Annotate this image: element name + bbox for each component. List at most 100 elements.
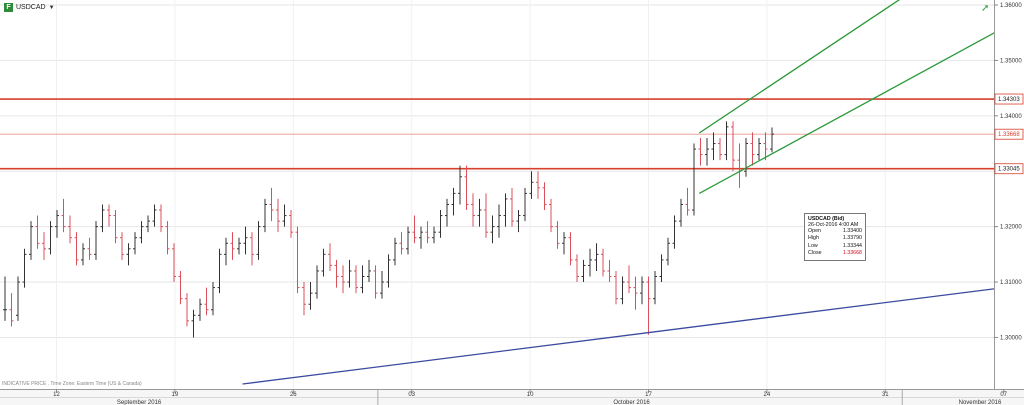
month-label: October 2016 (613, 400, 650, 405)
ohlc-bar (237, 237, 241, 255)
ohlc-bar (510, 187, 514, 227)
ohlc-bar (477, 198, 482, 227)
ohlc-bar (614, 270, 618, 305)
ohlc-bar (705, 137, 709, 166)
ohlc-bar (672, 215, 677, 249)
ohlc-bar (178, 270, 183, 305)
trend-up-arrow-icon[interactable]: ➚ (981, 3, 990, 14)
ohlc-bar (35, 215, 40, 249)
tooltip-row-low: Low 1.33344 (808, 243, 862, 250)
ohlc-bar (744, 137, 748, 177)
time-axis[interactable]: 12 19 26 03 10 17 24 31 07 September 2016 October … (0, 389, 1024, 405)
ohlc-bar (81, 243, 85, 266)
tooltip-row-close: Close 1.33668 (808, 250, 862, 257)
ohlc-bar (685, 187, 690, 216)
ohlc-bar (458, 165, 462, 205)
ohlc-bars (3, 121, 774, 338)
ohlc-bar (562, 232, 566, 255)
tooltip-value: 1.33668 (842, 250, 862, 257)
ohlc-bar (464, 165, 469, 211)
ohlc-bar (536, 171, 540, 199)
ohlc-bar (191, 309, 196, 338)
x-tick-label: 19 (172, 392, 179, 398)
ohlc-bar (679, 198, 683, 227)
price-axis[interactable]: 1.360001.350001.340001.330001.320001.310… (994, 0, 1024, 389)
tooltip-value: 1.33400 (842, 228, 862, 234)
ohlc-bar (68, 215, 72, 244)
ohlc-bar (302, 282, 306, 316)
tooltip-row-high: High 1.33790 (808, 235, 862, 242)
tooltip-label: Open (808, 228, 821, 234)
ohlc-bar (48, 221, 53, 255)
month-label: November 2016 (959, 400, 1002, 405)
y-tick-label: 1.36000 (1000, 3, 1022, 9)
ohlc-bar (289, 210, 293, 238)
ohlc-bar (692, 143, 696, 216)
ohlc-bar (250, 232, 254, 266)
ohlc-bar (172, 243, 176, 283)
ohlc-bar (204, 287, 209, 316)
ohlc-bar (263, 198, 267, 233)
ohlc-bar (438, 210, 443, 238)
ohlc-tooltip: USDCAD (Bid) 26-Oct-2016 4:00 AM Open 1.… (804, 213, 866, 261)
y-tick-label: 1.30000 (1000, 335, 1022, 341)
ohlc-bar (224, 237, 228, 266)
caret-down-icon[interactable]: ▼ (48, 4, 55, 11)
level-price-box (994, 93, 1024, 105)
ohlc-bar (542, 182, 547, 211)
ohlc-bar (451, 187, 456, 216)
ohlc-bar (581, 259, 586, 283)
ohlc-bar (29, 221, 33, 260)
ohlc-bar (763, 132, 768, 161)
ohlc-bar (718, 137, 722, 161)
ohlc-bar (555, 221, 560, 249)
ohlc-bar (406, 226, 410, 255)
ohlc-bar (432, 226, 436, 244)
x-tick-label: 12 (53, 392, 60, 398)
level-price-label: 1.34303 (998, 97, 1020, 103)
ohlc-bar (165, 221, 170, 255)
ohlc-bar (659, 254, 664, 283)
ohlc-bar (627, 265, 631, 294)
ohlc-bar (698, 137, 703, 166)
month-label: September 2016 (117, 400, 162, 405)
ohlc-bar (666, 237, 670, 266)
ohlc-bar (399, 232, 404, 255)
trend-lines (242, 0, 1005, 385)
ohlc-bar (152, 204, 157, 227)
ohlc-bar (120, 232, 124, 260)
ohlc-bar (126, 243, 131, 266)
ohlc-bar (107, 204, 111, 227)
ohlc-bar (445, 198, 449, 227)
ohlc-bar (217, 248, 222, 294)
ohlc-bar (711, 132, 716, 161)
ohlc-bar (620, 276, 625, 305)
upper-channel (698, 0, 901, 134)
ohlc-bar (653, 270, 657, 305)
y-tick-label: 1.35000 (1000, 58, 1022, 64)
ohlc-bar (354, 265, 358, 294)
ohlc-bar (575, 254, 579, 283)
ohlc-bar (419, 226, 423, 249)
ohlc-bar (425, 221, 430, 244)
symbol-label: USDCAD (16, 4, 46, 11)
instrument-icon: F (4, 3, 13, 12)
ohlc-bar (74, 232, 79, 266)
ohlc-bar (549, 198, 553, 233)
ohlc-bar (295, 226, 300, 294)
symbol-selector[interactable]: F USDCAD ▼ (4, 3, 55, 12)
ohlc-bar (607, 259, 612, 283)
ohlc-bar (315, 265, 319, 299)
price-axis-background (994, 0, 1024, 389)
level-price-label: 1.33668 (998, 132, 1020, 138)
tooltip-datetime: 26-Oct-2016 4:00 AM (808, 222, 859, 228)
ohlc-bar (22, 248, 27, 288)
ohlc-bar (724, 121, 729, 161)
ohlc-bar (276, 198, 280, 233)
ohlc-bar (393, 237, 397, 266)
ohlc-bar (640, 276, 644, 305)
ohlc-bar (516, 210, 521, 233)
ohlc-bar (328, 243, 332, 271)
ohlc-bar (100, 204, 105, 233)
